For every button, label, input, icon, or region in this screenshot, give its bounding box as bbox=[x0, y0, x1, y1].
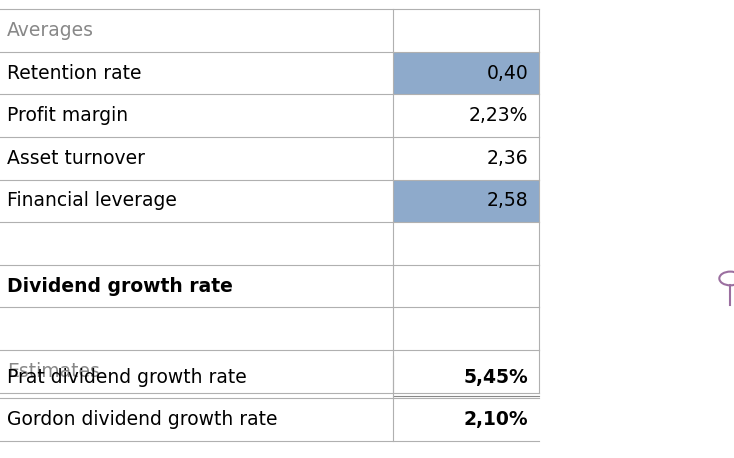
Text: 2,36: 2,36 bbox=[487, 149, 528, 168]
Text: Retention rate: Retention rate bbox=[7, 64, 142, 82]
Text: 2,58: 2,58 bbox=[487, 191, 528, 210]
Text: 5,45%: 5,45% bbox=[464, 368, 528, 387]
Text: Profit margin: Profit margin bbox=[7, 106, 128, 125]
Text: 0,40: 0,40 bbox=[487, 64, 528, 82]
Text: 2,10%: 2,10% bbox=[464, 410, 528, 429]
FancyBboxPatch shape bbox=[393, 52, 539, 94]
Text: Dividend growth rate: Dividend growth rate bbox=[7, 277, 233, 295]
FancyBboxPatch shape bbox=[393, 180, 539, 222]
Text: Gordon dividend growth rate: Gordon dividend growth rate bbox=[7, 410, 278, 429]
Text: Financial leverage: Financial leverage bbox=[7, 191, 177, 210]
Text: Prat dividend growth rate: Prat dividend growth rate bbox=[7, 368, 247, 387]
Text: 2,23%: 2,23% bbox=[469, 106, 528, 125]
Text: Asset turnover: Asset turnover bbox=[7, 149, 145, 168]
Text: Averages: Averages bbox=[7, 21, 95, 40]
Text: Estimates: Estimates bbox=[7, 362, 101, 381]
